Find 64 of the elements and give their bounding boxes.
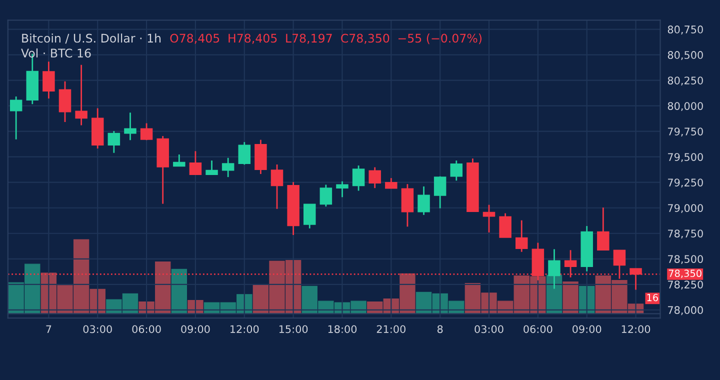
x-tick-label: 18:00 — [328, 325, 357, 334]
x-tick-label: 09:00 — [572, 325, 602, 334]
x-tick-label: 03:00 — [474, 325, 504, 334]
annotation: 16 — [647, 294, 658, 302]
x-tick-label: 03:00 — [83, 325, 112, 334]
candlestick — [434, 176, 446, 209]
bar — [562, 281, 578, 314]
candlestick — [270, 164, 284, 210]
candlestick — [238, 141, 251, 166]
candlestick — [320, 184, 332, 208]
y-tick-label: 79,250 — [668, 178, 703, 188]
candlestick — [418, 186, 430, 216]
x-tick-label: 21:00 — [376, 325, 406, 334]
candlestick — [124, 112, 136, 141]
candlestick — [173, 154, 186, 167]
ref-line-label: 78,350 — [668, 270, 702, 278]
candlestick — [548, 248, 560, 290]
y-tick-label: 79,750 — [668, 128, 703, 137]
candlestick — [42, 60, 55, 100]
text: Bitcoin / U.S. Dollar · 1h — [22, 34, 161, 44]
candlestick — [140, 122, 153, 141]
y-tick-label: 78,000 — [668, 306, 703, 316]
annotation: −55 (−0.07%) — [398, 34, 482, 44]
candlestick — [597, 206, 610, 251]
candlestick — [401, 183, 414, 228]
candlestick — [450, 160, 463, 182]
x-tick-label: 12:00 — [230, 325, 259, 334]
x-tick-label: 09:00 — [181, 325, 210, 334]
candlestick — [58, 80, 72, 123]
x-tick-label: 8 — [437, 325, 443, 334]
y-tick-label: 79,000 — [668, 204, 703, 214]
annotation: C78,350 — [341, 34, 390, 44]
bar — [171, 268, 188, 314]
y-tick-label: 80,500 — [668, 51, 703, 60]
x-tick-label: 12:00 — [622, 325, 650, 334]
y-tick-label: 80,000 — [668, 102, 703, 112]
annotation: O78,405 — [170, 34, 220, 44]
candlestick — [499, 212, 512, 238]
y-tick-label: 78,750 — [668, 230, 703, 239]
y-tick-label: 79,500 — [668, 153, 703, 162]
candlestick — [189, 150, 202, 176]
x-tick-label: 15:00 — [279, 325, 308, 334]
annotation: Vol · BTC 16 — [21, 48, 91, 58]
candlestick — [222, 157, 234, 178]
x-tick-label: 7 — [46, 325, 52, 333]
candlestick — [10, 96, 22, 140]
y-tick-label: 80,250 — [668, 76, 703, 86]
candlestick — [482, 204, 496, 234]
candlestick — [385, 177, 398, 190]
candlestick — [206, 160, 218, 176]
candlestick — [303, 204, 316, 230]
annotation: L78,197 — [286, 34, 332, 44]
y-tick-label: 80,750 — [668, 26, 703, 34]
candlestick — [515, 220, 528, 253]
y-tick-label: 78,500 — [668, 255, 703, 264]
x-tick-label: 06:00 — [524, 325, 552, 334]
candlestick — [336, 180, 348, 198]
y-tick-label: 78,250 — [668, 280, 703, 290]
candlestick — [368, 166, 381, 189]
candlestick — [352, 164, 365, 192]
annotation: H78,405 — [228, 34, 277, 44]
candlestick — [75, 64, 88, 126]
candlestick — [108, 130, 120, 154]
x-tick-label: 06:00 — [132, 325, 161, 334]
